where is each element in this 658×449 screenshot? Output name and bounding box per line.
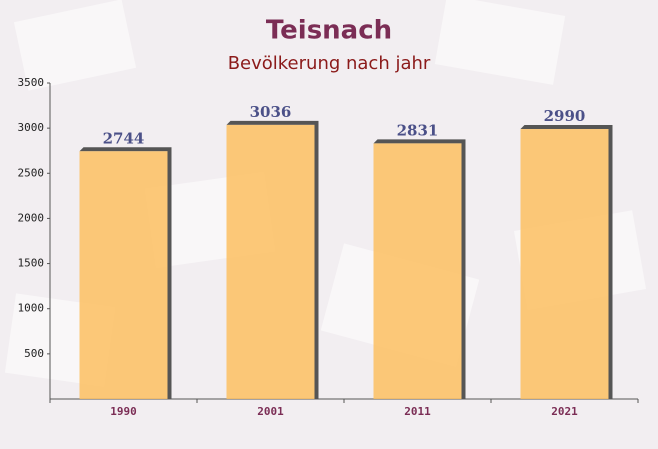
y-tick-label: 1000	[18, 302, 45, 315]
x-tick-label: 2021	[551, 405, 578, 418]
value-label: 2744	[103, 129, 145, 147]
value-label: 3036	[250, 103, 292, 121]
x-tick-label: 1990	[110, 405, 137, 418]
y-tick-label: 3500	[18, 76, 45, 89]
y-tick-label: 3000	[18, 121, 45, 134]
chart-subtitle: Bevölkerung nach jahr	[228, 53, 431, 74]
x-tick-label: 2001	[257, 405, 284, 418]
value-label: 2831	[397, 121, 439, 139]
y-tick-label: 500	[24, 347, 44, 360]
y-tick-label: 1500	[18, 257, 45, 270]
bar	[226, 124, 315, 399]
bar	[79, 151, 168, 399]
x-tick-label: 2011	[404, 405, 431, 418]
y-tick-label: 2000	[18, 211, 45, 224]
chart-title: Teisnach	[266, 16, 392, 46]
bar	[373, 143, 462, 399]
bar	[520, 129, 609, 399]
y-tick-label: 2500	[18, 166, 45, 179]
value-label: 2990	[544, 107, 586, 125]
